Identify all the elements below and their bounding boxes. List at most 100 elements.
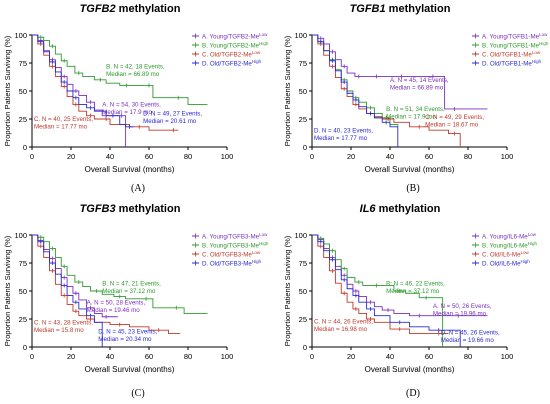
survival-curve-c	[312, 234, 449, 335]
title-gene: TGFB1	[350, 3, 386, 15]
survival-curve-a	[312, 34, 488, 110]
annotation-a-counts: A. N = 50, 28 Events,	[87, 299, 146, 306]
legend-entry: C. Old/TGFB2-MeLow	[202, 50, 261, 59]
legend-superscript: Low	[252, 50, 261, 55]
title-suffix: methylation	[376, 203, 441, 215]
x-tick-label: 40	[386, 152, 394, 161]
km-panel-b: TGFB1 methylation 0 25 50 75 100 0 20 40 60 80 100 O…	[283, 3, 549, 194]
legend-name: D. Old/TGFB1-Me	[482, 61, 532, 68]
x-tick-label: 0	[30, 152, 34, 161]
annotation-c-median: Median = 15.8 mo	[34, 327, 84, 334]
annotation-c-counts: C. N = 43, 28 Events,	[34, 320, 93, 327]
annotation-a-median: Median = 19.96 mo	[433, 310, 487, 317]
x-tick-label: 0	[30, 352, 34, 361]
y-tick-label: 25	[19, 315, 27, 324]
legend-entry: D. Old/TGFB2-MeHigh	[202, 59, 262, 68]
annotation-b-median: Median = 37.12 mo	[386, 288, 440, 295]
x-tick-label: 0	[310, 152, 314, 161]
legend-superscript: Low	[259, 232, 268, 237]
x-tick-label: 100	[221, 152, 234, 161]
annotation-c-median: Median = 16.98 mo	[314, 326, 368, 333]
y-tick-label: 25	[19, 115, 27, 124]
y-tick-label: 100	[294, 231, 307, 240]
x-tick-label: 20	[67, 152, 75, 161]
annotation-b-median: Median = 37.12 mo	[102, 288, 156, 295]
annotation-d-median: Median = 19.66 mo	[441, 337, 495, 344]
y-tick-label: 25	[299, 315, 307, 324]
legend-entry: A. Young/TGFB2-MeLow	[202, 32, 268, 41]
y-axis-label: Proportion Patients Surviving (%)	[283, 235, 292, 346]
legend-entry: B. Young/TGFB3-MeHigh	[202, 241, 269, 250]
panel-title: IL6 methylation	[360, 203, 441, 215]
title-suffix: methylation	[116, 203, 181, 215]
legend-entry: D. Old/TGFB1-MeHigh	[482, 59, 542, 68]
legend-superscript: Low	[539, 32, 548, 37]
legend-superscript: High	[521, 259, 531, 264]
x-tick-label: 80	[464, 152, 472, 161]
legend-name: C. Old/TGFB1-Me	[482, 52, 532, 59]
y-tick-label: 75	[19, 259, 27, 268]
legend-name: A. Young/TGFB3-Me	[202, 234, 260, 241]
x-tick-label: 100	[501, 152, 514, 161]
legend-entry: C. Old/IL6-MeLow	[482, 250, 530, 259]
annotation-a-median: Median = 17.9 mo	[102, 109, 152, 116]
x-tick-label: 80	[184, 352, 192, 361]
legend-superscript: High	[528, 241, 538, 246]
legend-entry: C. Old/TGFB1-MeLow	[482, 50, 541, 59]
y-tick-label: 50	[299, 87, 307, 96]
km-panel-c: TGFB3 methylation 0 25 50 75 100 0 20 40 60 80 100 O…	[3, 203, 269, 399]
legend-entry: B. Young/IL6-MeHigh	[482, 241, 538, 250]
x-tick-label: 60	[145, 152, 153, 161]
legend-name: A. Young/TGFB1-Me	[482, 34, 540, 41]
legend-superscript: Low	[528, 232, 537, 237]
annotation-d-counts: D. N = 49, 27 Events,	[143, 111, 202, 118]
annotation-d-counts: D. N = 40, 23 Events,	[314, 127, 373, 134]
annotation-a-counts: A. N = 45, 14 Events,	[390, 77, 449, 84]
survival-curve-b	[32, 34, 208, 105]
y-tick-label: 50	[19, 287, 27, 296]
title-suffix: methylation	[116, 3, 181, 15]
legend-superscript: High	[539, 41, 549, 46]
legend-name: D. Old/IL6-Me	[482, 261, 521, 268]
y-tick-label: 75	[299, 59, 307, 68]
survival-curve-d	[312, 34, 399, 147]
annotation-a-counts: A. N = 50, 26 Events,	[433, 303, 492, 310]
title-suffix: methylation	[386, 3, 451, 15]
panel-caption: (A)	[131, 183, 145, 194]
legend-entry: A. Young/IL6-MeLow	[482, 232, 537, 241]
x-tick-label: 20	[347, 152, 355, 161]
annotation-c-counts: C. N = 40, 25 Events,	[34, 116, 93, 123]
annotation-d-median: Median = 17.77 mo	[314, 135, 368, 142]
legend-name: B. Young/TGFB2-Me	[202, 43, 260, 50]
annotation-c-counts: C. N = 49, 29 Events,	[425, 114, 484, 121]
panel-caption: (B)	[406, 183, 419, 194]
annotation-a-median: Median = 66.89 mo	[390, 85, 444, 92]
survival-curve-b	[32, 234, 208, 314]
annotation-b-median: Median = 17.9 mo	[386, 114, 436, 121]
y-tick-label: 75	[299, 259, 307, 268]
legend-entry: B. Young/TGFB2-MeHigh	[202, 41, 269, 50]
legend-superscript: High	[252, 259, 262, 264]
legend-entry: D. Old/IL6-MeHigh	[482, 259, 530, 268]
legend-name: A. Young/IL6-Me	[482, 234, 528, 241]
annotation-b-counts: B: N = 46, 22 Events,	[386, 280, 445, 287]
y-axis-label: Proportion Patients Surviving (%)	[3, 35, 12, 146]
annotation-d-median: Median = 20.34 mo	[98, 336, 152, 343]
legend-entry: C. Old/TGFB3-MeLow	[202, 250, 261, 259]
annotation-d-counts: D. N = 45, 26 Events,	[441, 330, 500, 337]
legend-entry: A. Young/TGFB1-MeLow	[482, 32, 548, 41]
title-gene: TGFB2	[80, 3, 116, 15]
y-tick-label: 100	[14, 31, 27, 40]
legend-entry: D. Old/TGFB3-MeHigh	[202, 259, 262, 268]
y-tick-label: 100	[14, 231, 27, 240]
panel-title: TGFB3 methylation	[80, 203, 181, 215]
legend-entry: B. Young/TGFB1-MeHigh	[482, 41, 549, 50]
legend-name: C. Old/TGFB2-Me	[202, 52, 252, 59]
annotation-b-counts: B. N = 47, 21 Events,	[102, 280, 161, 287]
km-panel-a: TGFB2 methylation 0 25 50 75 100 0 20 40 60 80 100 O…	[3, 3, 269, 194]
y-tick-label: 0	[303, 143, 307, 152]
annotation-b-median: Median = 66.89 mo	[106, 71, 160, 78]
annotation-b-counts: B. N = 51, 34 Events,	[386, 106, 445, 113]
legend-name: B. Young/TGFB3-Me	[202, 243, 260, 250]
legend-name: C. Old/IL6-Me	[482, 252, 521, 259]
